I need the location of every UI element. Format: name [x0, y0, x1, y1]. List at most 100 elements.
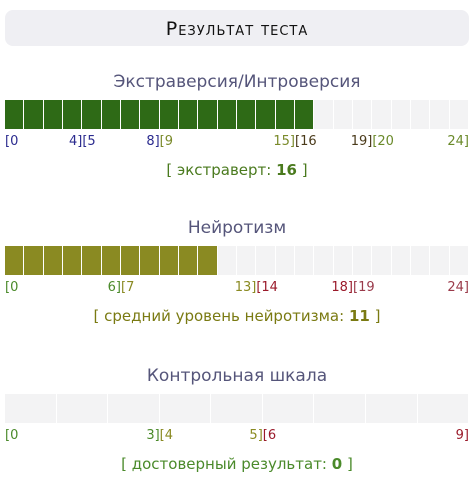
section-title: Контрольная шкала	[146, 366, 328, 386]
range-start: [9	[159, 134, 173, 149]
filled-cell	[140, 246, 160, 275]
filled-cell	[159, 100, 179, 129]
range-start: [7	[121, 280, 135, 295]
range-start: [20	[372, 134, 394, 149]
empty-cell	[430, 246, 450, 275]
empty-cell	[449, 100, 469, 129]
tick-label: [0	[5, 134, 18, 149]
filled-cell	[178, 100, 199, 129]
empty-cell	[391, 100, 411, 129]
empty-cell	[211, 394, 263, 423]
range-end: 4]	[68, 134, 83, 149]
range-start: [16	[295, 134, 317, 149]
empty-cell	[159, 394, 212, 423]
filled-cell	[275, 100, 295, 129]
scale-bar	[5, 394, 470, 423]
result-line: [ экстраверт: 16 ]	[0, 161, 474, 179]
empty-cell	[365, 394, 418, 423]
filled-cell	[120, 246, 141, 275]
filled-cell	[24, 246, 44, 275]
tick-label: 6][7	[108, 280, 135, 295]
filled-cell	[5, 100, 25, 129]
filled-cell	[120, 100, 141, 129]
range-start: [0	[5, 280, 19, 295]
tick-label: 5][6	[249, 428, 276, 443]
empty-cell	[333, 100, 353, 129]
empty-cell	[294, 246, 315, 275]
filled-cell	[62, 100, 83, 129]
filled-cell	[101, 246, 121, 275]
result-suffix: ]	[374, 307, 381, 325]
empty-cell	[275, 246, 295, 275]
empty-cell	[333, 246, 353, 275]
section-title: Нейротизм	[187, 218, 287, 238]
empty-cell	[314, 246, 334, 275]
empty-cell	[417, 394, 470, 423]
empty-cell	[56, 394, 109, 423]
result-score: 0	[331, 455, 343, 473]
tick-label: 9]	[456, 428, 469, 443]
tick-label: 13][14	[235, 280, 278, 295]
filled-cell	[43, 246, 63, 275]
filled-cell	[82, 100, 102, 129]
range-start: [6	[262, 428, 277, 443]
empty-cell	[314, 100, 334, 129]
range-start: [14	[256, 280, 278, 295]
tick-label: 24]	[447, 134, 469, 149]
tick-label: 18][19	[331, 280, 374, 295]
empty-cell	[108, 394, 160, 423]
result-prefix: [ средний уровень нейротизма:	[93, 307, 345, 325]
range-end: 5]	[249, 428, 263, 443]
result-prefix: [ экстраверт:	[166, 161, 272, 179]
tick-label: 24]	[447, 280, 469, 295]
filled-cell	[5, 246, 25, 275]
filled-cell	[24, 100, 44, 129]
result-line: [ средний уровень нейротизма: 11 ]	[0, 307, 474, 325]
range-start: [19	[353, 280, 375, 295]
empty-cell	[449, 246, 469, 275]
result-score: 11	[348, 307, 370, 325]
range-end: 24]	[447, 134, 469, 149]
range-end: 8]	[146, 134, 160, 149]
tick-label: 15][16	[273, 134, 316, 149]
empty-cell	[372, 246, 392, 275]
filled-cell	[217, 100, 237, 129]
empty-cell	[410, 100, 431, 129]
empty-cell	[5, 394, 57, 423]
filled-cell	[294, 100, 315, 129]
empty-cell	[430, 100, 450, 129]
empty-cell	[256, 246, 276, 275]
tick-label: 8][9	[146, 134, 173, 149]
result-prefix: [ достоверный результат:	[121, 455, 327, 473]
empty-cell	[372, 100, 392, 129]
empty-cell	[314, 394, 366, 423]
tick-label: 3][4	[146, 428, 173, 443]
filled-cell	[198, 100, 218, 129]
tick-label: 19][20	[351, 134, 394, 149]
tick-label: 4][5	[69, 134, 96, 149]
filled-cell	[82, 246, 102, 275]
empty-cell	[352, 246, 373, 275]
range-start: [5	[82, 134, 96, 149]
range-end: 9]	[455, 428, 469, 443]
result-line: [ достоверный результат: 0 ]	[0, 455, 474, 473]
range-end: 24]	[447, 280, 469, 295]
range-start: [4	[159, 428, 173, 443]
filled-cell	[178, 246, 199, 275]
range-end: 6]	[107, 280, 121, 295]
tick-label: [0	[5, 428, 18, 443]
scale-bar	[5, 246, 469, 275]
tick-label: [0	[5, 280, 18, 295]
result-score: 16	[276, 161, 297, 179]
scale-bar	[5, 100, 469, 129]
filled-cell	[140, 100, 160, 129]
empty-cell	[391, 246, 411, 275]
filled-cell	[236, 100, 257, 129]
range-start: [0	[5, 134, 19, 149]
empty-cell	[217, 246, 237, 275]
filled-cell	[256, 100, 276, 129]
range-end: 13]	[234, 280, 257, 295]
section-title: Экстраверсия/Интроверсия	[113, 72, 361, 92]
header-title: Результат теста	[5, 10, 469, 46]
filled-cell	[101, 100, 121, 129]
